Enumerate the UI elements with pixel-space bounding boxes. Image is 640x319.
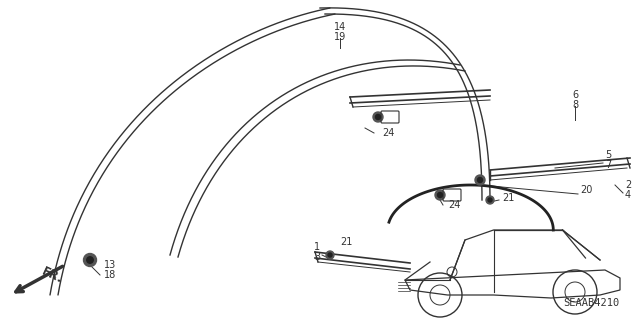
Text: 6
8: 6 8 bbox=[572, 90, 578, 110]
Text: 24: 24 bbox=[448, 200, 460, 210]
Circle shape bbox=[488, 198, 492, 202]
Circle shape bbox=[486, 196, 494, 204]
Circle shape bbox=[83, 254, 97, 266]
Text: SEAAB4210: SEAAB4210 bbox=[564, 298, 620, 308]
Circle shape bbox=[373, 112, 383, 122]
Circle shape bbox=[438, 192, 442, 197]
Circle shape bbox=[475, 175, 485, 185]
Text: 20: 20 bbox=[580, 185, 593, 195]
Circle shape bbox=[87, 257, 93, 263]
Text: 21: 21 bbox=[502, 193, 515, 203]
Circle shape bbox=[326, 251, 334, 259]
Text: 2
4: 2 4 bbox=[625, 180, 631, 200]
Circle shape bbox=[376, 115, 381, 120]
Text: 24: 24 bbox=[382, 128, 394, 138]
Text: 13
18: 13 18 bbox=[104, 260, 116, 280]
Circle shape bbox=[328, 253, 332, 257]
Circle shape bbox=[477, 177, 483, 182]
Text: FR.: FR. bbox=[39, 264, 65, 286]
Text: 14
19: 14 19 bbox=[334, 22, 346, 42]
Text: 21: 21 bbox=[340, 237, 353, 247]
Circle shape bbox=[435, 190, 445, 200]
Text: 5
7: 5 7 bbox=[605, 150, 611, 170]
Text: 1
3: 1 3 bbox=[314, 242, 320, 262]
